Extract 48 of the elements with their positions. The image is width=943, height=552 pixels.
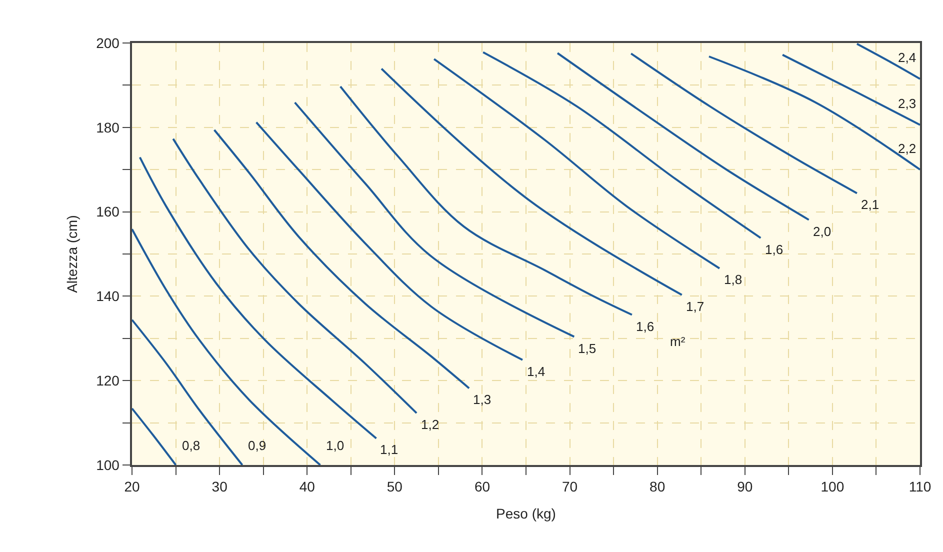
x-tick-label: 40	[299, 478, 316, 495]
line-series	[172, 138, 418, 414]
y-tick-label: 200	[96, 34, 120, 51]
line-series	[556, 52, 810, 221]
line-series	[339, 85, 633, 316]
line-series	[630, 52, 858, 194]
series-label: 1,6	[636, 319, 654, 334]
x-tick-label: 30	[212, 478, 228, 495]
line-series	[255, 121, 524, 361]
annotation: m²	[670, 334, 686, 349]
series-label: 1,0	[326, 438, 344, 453]
line-series	[294, 102, 576, 338]
series-label: 1,4	[527, 364, 546, 379]
x-tick-label: 80	[650, 478, 666, 495]
series-label: 1,8	[724, 272, 742, 287]
series-label: 1,5	[578, 341, 596, 356]
series-label: 2,4	[898, 50, 916, 65]
series-label: 1,1	[380, 442, 398, 457]
series-label: 0,8	[182, 438, 200, 453]
series-label: 2,1	[861, 197, 880, 212]
line-series	[482, 51, 762, 239]
y-tick-label: 160	[96, 204, 120, 220]
series-label: 1,7	[686, 299, 704, 314]
series-label: 2,2	[898, 141, 916, 156]
x-tick-label: 20	[124, 478, 140, 495]
y-tick-label: 180	[96, 119, 120, 136]
series-label: 1,2	[421, 417, 440, 432]
x-tick-label: 50	[386, 478, 403, 495]
series-label: 0,9	[248, 438, 266, 453]
series-label: 2,0	[813, 224, 832, 239]
x-tick-label: 110	[908, 478, 932, 495]
y-tick-label: 140	[96, 288, 120, 304]
line-series	[213, 128, 470, 390]
x-tick-label: 90	[737, 478, 753, 495]
x-tick-label: 70	[562, 478, 578, 495]
line-series	[132, 318, 244, 465]
line-series	[132, 228, 322, 465]
x-axis-title: Peso (kg)	[496, 505, 556, 522]
line-series	[433, 58, 720, 270]
line-series	[138, 156, 378, 440]
series-label: 2,3	[898, 96, 916, 111]
y-tick-label: 120	[96, 372, 120, 388]
series-label: 1,6	[765, 242, 784, 257]
y-axis-title: Altezza (cm)	[64, 215, 80, 293]
x-tick-label: 60	[474, 478, 490, 495]
y-tick-label: 100	[96, 456, 120, 473]
x-tick-label: 100	[820, 478, 844, 495]
series-label: 1,3	[473, 392, 492, 407]
